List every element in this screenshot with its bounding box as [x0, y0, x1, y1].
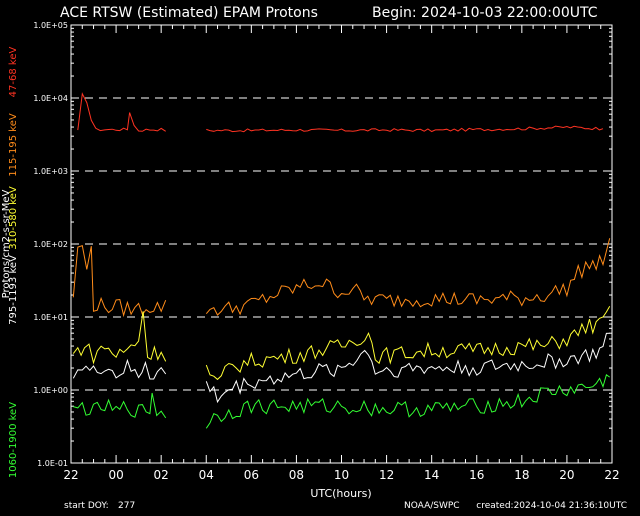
series-line-5-1: [205, 332, 610, 404]
legend: 47-68 keV 115-195 keV 310-580 keV 795-1193 …: [1, 47, 19, 479]
legend-label-3: 795-1193 keV: [8, 255, 19, 325]
legend-label-1: 115-195 keV: [8, 113, 19, 177]
series-line-2-0: [72, 245, 167, 318]
gridlines: [71, 97, 612, 391]
legend-label-2: 310-580 keV: [8, 186, 19, 250]
y-tick-label: 1.0E+00: [33, 386, 68, 395]
series-line-0-1: [206, 125, 604, 133]
x-tick-label: 22: [604, 468, 619, 482]
y-tick-label: 1.0E+01: [33, 313, 68, 322]
chart-begin-label: Begin: 2024-10-03 22:00:00UTC: [372, 5, 598, 21]
footer-source: NOAA/SWPC: [404, 501, 460, 511]
series-line-3-0: [72, 311, 167, 365]
series-line-4-1: [205, 373, 610, 429]
x-tick-label: 14: [424, 468, 439, 482]
x-tick-label: 02: [154, 468, 169, 482]
legend-label-0: 47-68 keV: [8, 47, 19, 98]
y-tick-label: 1.0E+05: [33, 21, 68, 30]
y-tick-label: 1.0E+03: [33, 167, 68, 176]
x-axis-ticks: 22 00 02 04 06 08 10 12 14 16 18 20 22: [63, 25, 620, 482]
y-tick-label: 1.0E+04: [33, 94, 68, 103]
footer-start-doy-label: start DOY:: [64, 501, 109, 511]
y-axis-ticks: 1.0E-01 1.0E+00 1.0E+01 1.0E+02 1.0E+03 1.0E+…: [33, 21, 612, 468]
series-line-0-0: [77, 92, 166, 132]
x-tick-label: 10: [334, 468, 349, 482]
legend-label-4: 1060-1900 keV: [8, 402, 19, 478]
y-tick-label: 1.0E+02: [33, 240, 68, 249]
x-tick-label: 04: [199, 468, 214, 482]
chart-title: ACE RTSW (Estimated) EPAM Protons: [60, 5, 318, 21]
y-tick-label: 1.0E-01: [37, 459, 68, 468]
x-tick-label: 22: [63, 468, 78, 482]
y-axis-label: Protons/cm2-s-sr-MeV: [1, 189, 12, 298]
series-line-2-1: [205, 238, 611, 316]
x-tick-label: 08: [289, 468, 304, 482]
series-lines: [72, 92, 611, 429]
x-tick-label: 00: [108, 468, 123, 482]
series-line-4-0: [73, 392, 167, 419]
x-tick-label: 12: [379, 468, 394, 482]
series-line-3-1: [205, 306, 611, 381]
footer-created: created:2024-10-04 21:36:10UTC: [476, 501, 627, 511]
x-tick-label: 06: [244, 468, 259, 482]
x-tick-label: 18: [514, 468, 529, 482]
footer-start-doy: 277: [118, 501, 135, 511]
x-axis-label: UTC(hours): [310, 487, 371, 500]
x-tick-label: 16: [469, 468, 484, 482]
x-tick-label: 20: [559, 468, 574, 482]
series-line-5-0: [72, 358, 167, 380]
